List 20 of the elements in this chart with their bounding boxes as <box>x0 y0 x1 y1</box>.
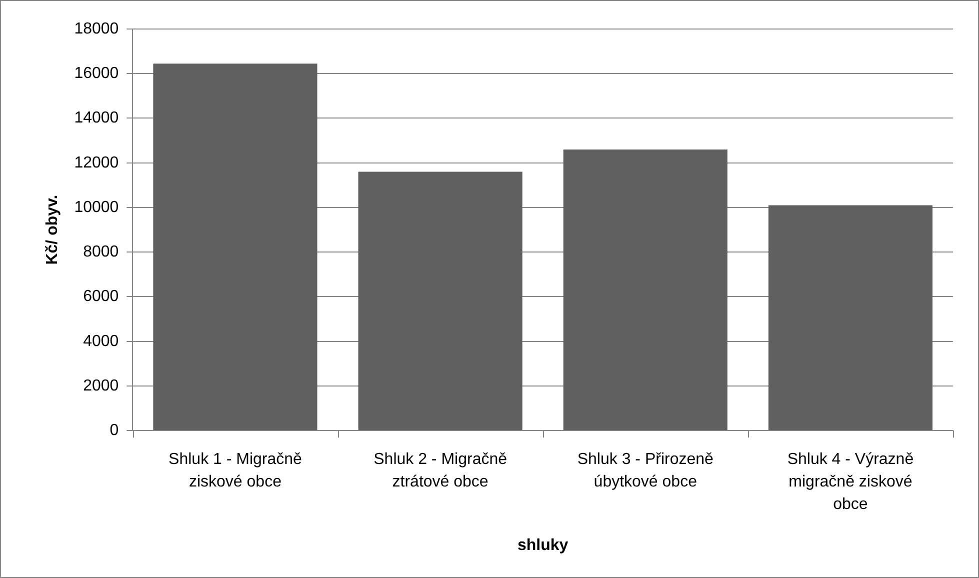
bar <box>358 172 522 430</box>
y-tick-label: 4000 <box>83 332 119 350</box>
y-tick-label: 18000 <box>74 20 119 38</box>
y-tick-label: 14000 <box>74 110 119 127</box>
x-axis-title: shluky <box>518 536 568 554</box>
bar <box>768 205 932 430</box>
y-tick-label: 16000 <box>74 65 119 82</box>
y-tick-label: 10000 <box>74 198 119 216</box>
x-tick-label: Shluk 2 - Migračně ztrátové obce <box>374 451 508 491</box>
y-tick-label: 12000 <box>74 154 119 172</box>
x-tick-label: Shluk 1 - Migračně ziskové obce <box>168 451 302 491</box>
x-tick-label: Shluk 4 - Výrazně migračně ziskové obce <box>787 451 914 514</box>
y-tick-label: 8000 <box>83 244 119 261</box>
x-tick-label: Shluk 3 - Přirozeně úbytkové obce <box>577 451 714 491</box>
y-axis-title: Kč/ obyv. <box>44 194 62 265</box>
bar <box>563 149 728 430</box>
y-tick-label: 0 <box>110 422 119 440</box>
bar <box>153 64 318 430</box>
y-tick-label: 6000 <box>83 288 119 306</box>
y-tick-label: 2000 <box>83 377 119 394</box>
